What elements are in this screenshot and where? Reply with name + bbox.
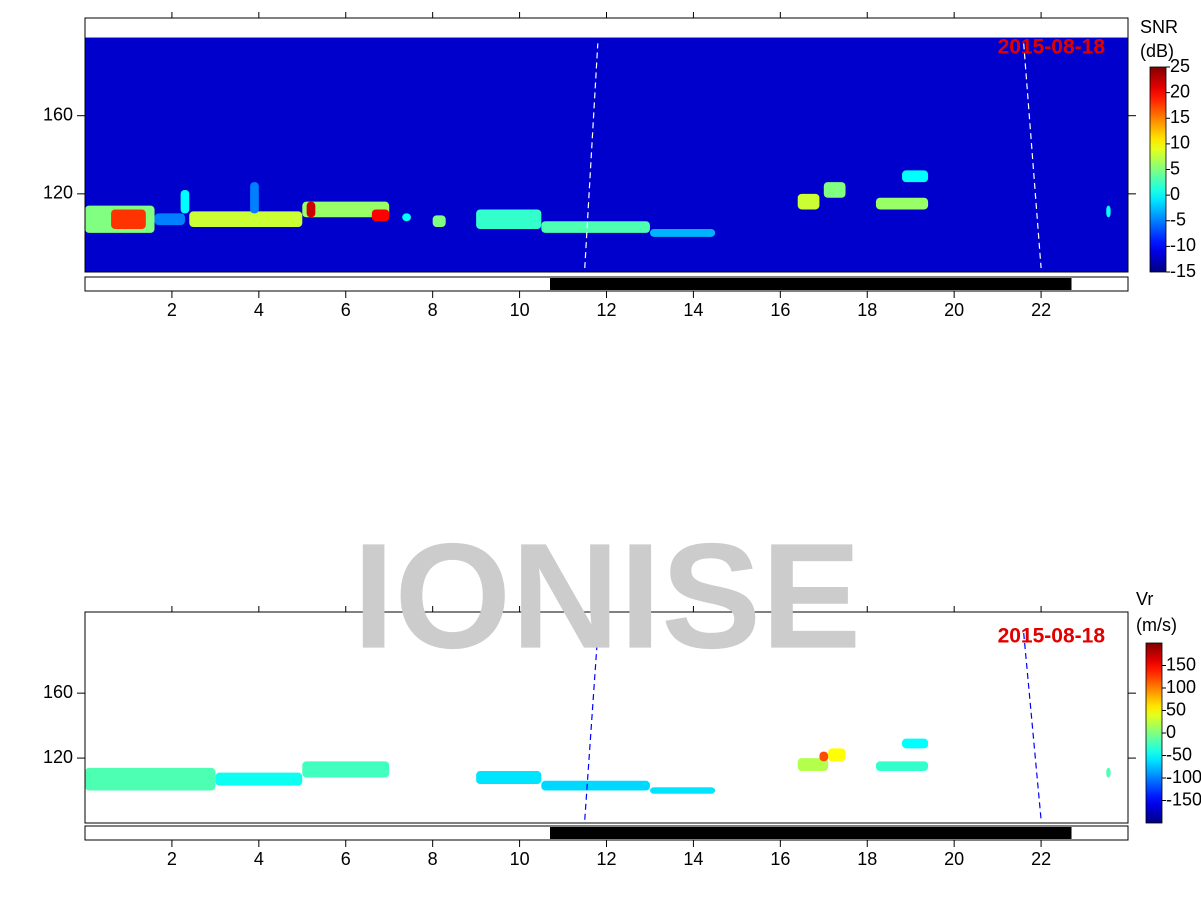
cell [819,751,829,762]
cell [154,213,185,226]
colorbar-tick-label: -15 [1170,261,1196,281]
x-tick-label: 4 [254,300,264,320]
cell [402,213,411,222]
y-tick-label: 160 [43,104,73,124]
colorbar-tick-label: -10 [1170,235,1196,255]
y-tick-label: 120 [43,747,73,767]
colorbar-tick-label: -100 [1166,767,1201,787]
track [584,633,599,820]
colorbar-title: (dB) [1140,41,1174,61]
cell [371,209,390,222]
cell [902,170,929,183]
cell [828,748,846,762]
x-tick-label: 18 [857,849,877,869]
colorbar-tick-label: 50 [1166,699,1186,719]
x-tick-label: 14 [683,849,703,869]
plot-area [85,37,1128,272]
colorbar-tick-label: -50 [1166,744,1192,764]
cell [250,182,259,214]
watermark: IONISE [353,512,861,680]
colorbar-tick-label: 150 [1166,654,1196,674]
cell [1106,205,1111,218]
cell [432,215,446,228]
colorbar-tick-label: 20 [1170,81,1190,101]
colorbar-tick-label: 5 [1170,158,1180,178]
cell [85,37,1128,272]
x-tick-label: 22 [1031,849,1051,869]
cell [302,761,390,778]
cell [111,209,146,230]
colorbar-tick-label: 15 [1170,107,1190,127]
track [1023,43,1042,269]
colorbar-tick-label: 0 [1166,722,1176,742]
cell [302,201,390,218]
cell [902,738,929,749]
cell [541,780,650,791]
cell [1106,767,1111,778]
colorbar-title: SNR [1140,17,1178,37]
track [1023,633,1042,820]
cell [875,197,929,210]
x-tick-label: 8 [428,849,438,869]
cell [541,221,650,233]
colorbar-tick-label: 100 [1166,677,1196,697]
cell [306,201,316,218]
x-tick-label: 12 [596,300,616,320]
colorbar-title: (m/s) [1136,615,1177,635]
cell [476,209,542,230]
colorbar-tick-label: 25 [1170,56,1190,76]
x-tick-label: 20 [944,300,964,320]
cell [85,767,216,791]
cell [476,771,542,785]
x-tick-label: 22 [1031,300,1051,320]
x-tick-label: 18 [857,300,877,320]
cell [797,758,829,772]
night-bar [550,278,1072,290]
y-tick-label: 160 [43,682,73,702]
x-tick-label: 4 [254,849,264,869]
x-tick-label: 6 [341,849,351,869]
date-label: 2015-08-18 [998,36,1106,59]
x-tick-label: 14 [683,300,703,320]
x-tick-label: 6 [341,300,351,320]
colorbar [1149,66,1167,273]
cell [797,193,820,210]
y-tick-label: 120 [43,183,73,203]
x-tick-label: 20 [944,849,964,869]
x-tick-label: 16 [770,300,790,320]
plot-area [85,633,1111,820]
x-tick-label: 8 [428,300,438,320]
cell [649,787,716,794]
x-tick-label: 2 [167,300,177,320]
colorbar-tick-label: -5 [1170,210,1186,230]
colorbar-tick-label: -150 [1166,789,1201,809]
x-tick-label: 10 [510,849,530,869]
cell [649,229,716,237]
colorbar-tick-label: 0 [1170,184,1180,204]
cell [189,211,303,228]
night-bar [550,827,1072,839]
cell [180,189,190,214]
date-label: 2015-08-18 [998,625,1106,648]
x-tick-label: 16 [770,849,790,869]
track [584,43,599,269]
cell [215,772,303,786]
x-tick-label: 12 [596,849,616,869]
x-tick-label: 2 [167,849,177,869]
colorbar [1145,642,1163,824]
colorbar-tick-label: 10 [1170,133,1190,153]
cell [875,761,929,772]
x-tick-label: 10 [510,300,530,320]
cell [823,182,846,198]
colorbar-title: Vr [1136,589,1153,609]
